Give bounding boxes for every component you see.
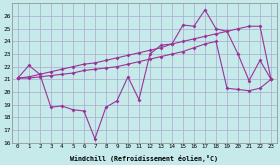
X-axis label: Windchill (Refroidissement éolien,°C): Windchill (Refroidissement éolien,°C) [71, 155, 218, 162]
